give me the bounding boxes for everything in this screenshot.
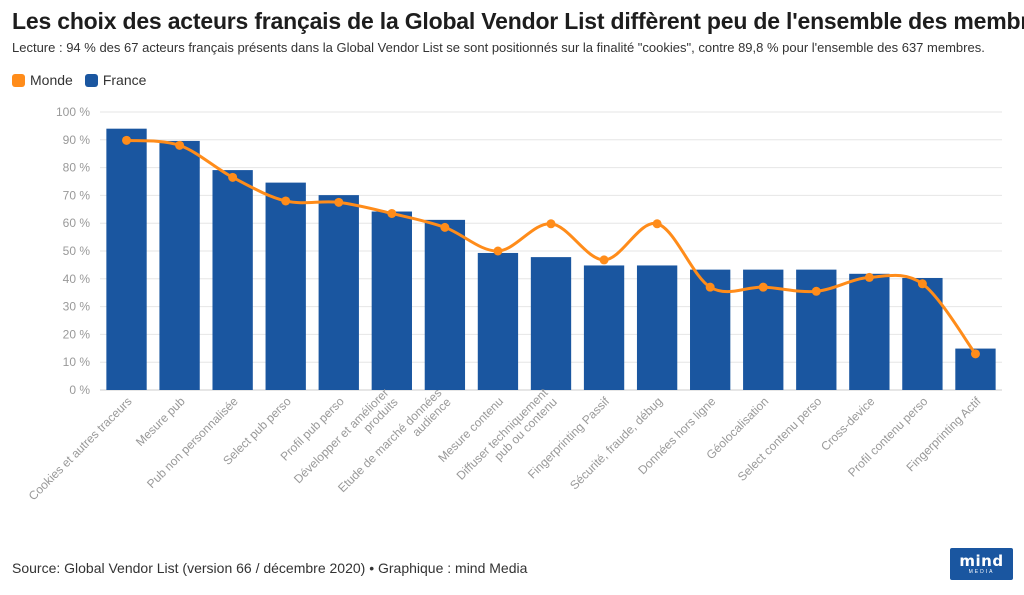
chart-subtitle: Lecture : 94 % des 67 acteurs français p… [12, 40, 985, 55]
y-tick-label: 0 % [69, 383, 90, 397]
y-tick-label: 80 % [63, 161, 91, 175]
y-tick-label: 10 % [63, 355, 91, 369]
y-tick-label: 40 % [63, 272, 91, 286]
bar-france [902, 277, 943, 390]
y-tick-label: 60 % [63, 216, 91, 230]
bar-france [849, 273, 890, 390]
x-tick-label: Cross-device [818, 394, 878, 454]
point-monde [758, 282, 768, 292]
bar-france [530, 257, 572, 390]
bar-france [424, 219, 466, 390]
point-monde [811, 286, 821, 296]
point-monde [493, 246, 503, 256]
point-monde [122, 135, 132, 145]
point-monde [970, 349, 980, 359]
bar-france [159, 140, 200, 390]
legend-label-monde: Monde [30, 72, 73, 88]
y-tick-label: 50 % [63, 244, 91, 258]
point-monde [440, 222, 450, 232]
point-monde [387, 208, 397, 218]
logo-word: mind [959, 551, 1004, 570]
bar-france [265, 182, 306, 390]
legend-item-france[interactable]: France [84, 72, 147, 88]
legend-swatch-monde [12, 73, 25, 87]
legend: Monde France [12, 72, 158, 88]
bar-france [212, 170, 253, 390]
x-tick-label: Mesure pub [133, 394, 188, 449]
bar-france [583, 265, 625, 390]
line-monde [126, 138, 977, 355]
bar-france [636, 265, 678, 390]
point-monde [334, 197, 344, 207]
chart-plot: 0 % 10 % 20 % 30 % 40 % 50 % 60 % 70 % 80 % 90 % 1… [26, 105, 1002, 503]
x-tick-label: Pub non personnalisée [144, 394, 241, 491]
x-tick-label: Cookies et autres traceurs [26, 394, 135, 503]
legend-item-monde[interactable]: Monde [12, 72, 73, 88]
y-tick-label: 100 % [56, 105, 90, 119]
y-tick-label: 20 % [63, 327, 91, 341]
chart-title: Les choix des acteurs français de la Glo… [12, 8, 1024, 34]
point-monde [599, 255, 609, 265]
bar-france [318, 195, 359, 390]
x-tick-label: Sécurité, fraude, débug [567, 394, 665, 492]
logo-sub: MEDIA [968, 568, 995, 575]
point-monde [652, 219, 662, 229]
point-monde [546, 219, 556, 229]
point-monde [175, 140, 185, 150]
point-monde [864, 272, 874, 282]
point-monde [281, 196, 291, 206]
point-monde [228, 172, 238, 182]
source-note: Source: Global Vendor List (version 66 /… [12, 560, 528, 576]
point-monde [917, 279, 927, 289]
mind-media-logo: mind MEDIA [950, 548, 1013, 580]
bar-france [477, 252, 519, 390]
y-tick-label: 70 % [63, 188, 91, 202]
legend-swatch-france [84, 73, 98, 87]
bar-france [371, 211, 412, 390]
bar-france [106, 128, 147, 390]
point-monde [705, 282, 715, 292]
y-tick-label: 90 % [63, 133, 91, 147]
legend-label-france: France [102, 72, 147, 88]
y-tick-label: 30 % [63, 300, 91, 314]
